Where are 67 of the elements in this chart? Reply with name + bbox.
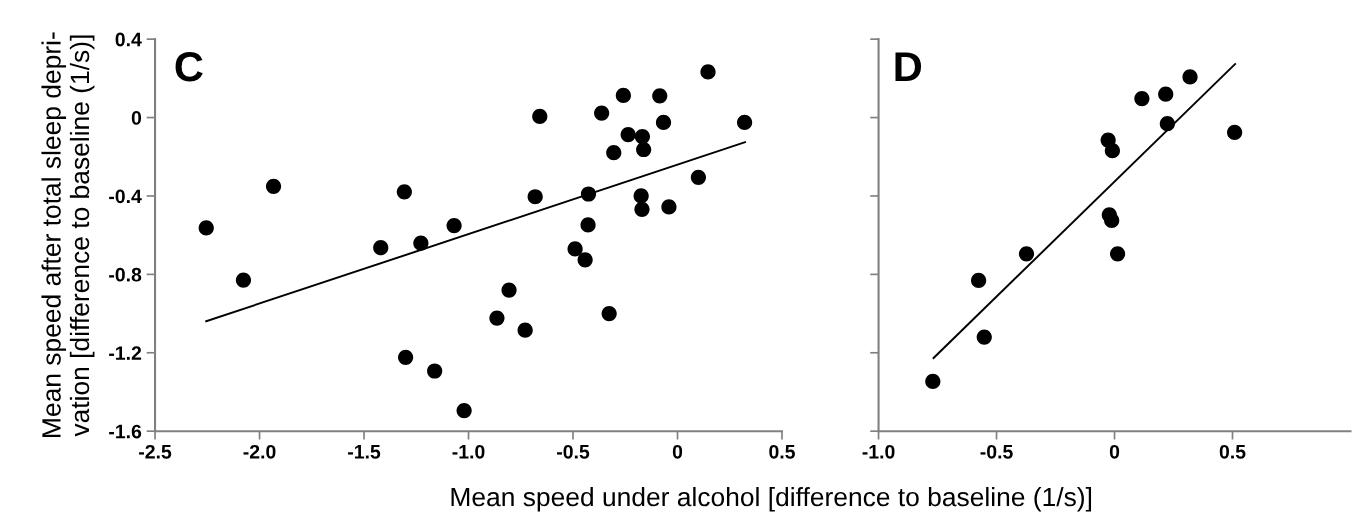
point bbox=[633, 188, 649, 204]
chart-title: C bbox=[175, 52, 203, 82]
point bbox=[606, 145, 622, 161]
y-tick-label: 0 bbox=[131, 111, 142, 125]
point bbox=[601, 305, 617, 322]
point bbox=[398, 349, 414, 365]
x-tick-label: -1.0 bbox=[452, 444, 485, 459]
point bbox=[655, 114, 672, 131]
x-tick-label: 0.5 bbox=[769, 444, 795, 459]
point bbox=[700, 64, 716, 80]
point bbox=[652, 88, 668, 104]
point bbox=[634, 128, 650, 145]
point bbox=[1158, 86, 1174, 102]
point bbox=[736, 114, 753, 131]
point bbox=[976, 329, 992, 345]
x-tick-label: -2.0 bbox=[243, 444, 276, 459]
x-tick-label: 0 bbox=[1109, 444, 1120, 459]
x-axis-title: Mean speed under alcohol [difference to baseline (1/s)] bbox=[451, 486, 1092, 512]
y-tick-label: -0.8 bbox=[109, 267, 142, 282]
point bbox=[527, 189, 543, 205]
point bbox=[265, 178, 282, 194]
x-tick-label: 0.5 bbox=[1219, 444, 1246, 459]
point bbox=[1104, 212, 1120, 229]
y-tick-label: -1.2 bbox=[109, 346, 142, 360]
point bbox=[636, 141, 652, 158]
point bbox=[1159, 116, 1175, 132]
y-axis-title: Mean speed after total sleep depri- vation [difference to baseline (1/s)] bbox=[41, 32, 95, 437]
point bbox=[580, 217, 596, 233]
point bbox=[1182, 69, 1198, 85]
point bbox=[489, 310, 505, 326]
point bbox=[925, 373, 941, 389]
point bbox=[634, 201, 650, 217]
point bbox=[532, 108, 548, 124]
y-tick-label: -1.6 bbox=[109, 424, 142, 439]
x-tick-label: -0.5 bbox=[980, 444, 1013, 459]
point bbox=[427, 363, 443, 379]
point bbox=[971, 272, 987, 289]
point bbox=[456, 402, 472, 419]
x-tick-label: 0 bbox=[672, 444, 683, 459]
point bbox=[1018, 246, 1035, 262]
chart-title: D bbox=[895, 52, 922, 82]
x-tick-label: -1.5 bbox=[348, 445, 381, 459]
point bbox=[690, 169, 707, 185]
point bbox=[413, 235, 429, 251]
x-tick-label: -0.5 bbox=[557, 444, 590, 459]
point bbox=[567, 241, 583, 257]
y-tick-label: -0.4 bbox=[109, 189, 142, 204]
point bbox=[198, 220, 214, 236]
point bbox=[577, 252, 593, 268]
x-tick-label: -2.5 bbox=[139, 444, 172, 459]
point bbox=[615, 87, 631, 104]
point bbox=[517, 322, 533, 338]
point bbox=[501, 282, 517, 298]
point bbox=[661, 199, 677, 215]
point bbox=[1109, 246, 1126, 262]
point bbox=[446, 217, 462, 234]
point bbox=[235, 272, 252, 288]
point bbox=[373, 240, 389, 256]
point bbox=[1227, 124, 1243, 141]
y-tick-label: 0.4 bbox=[115, 32, 142, 47]
x-tick-label: -1.0 bbox=[862, 444, 895, 459]
point bbox=[580, 186, 597, 202]
point bbox=[1134, 90, 1150, 107]
point bbox=[620, 127, 636, 143]
point bbox=[396, 184, 412, 200]
point bbox=[1104, 143, 1120, 159]
point bbox=[594, 105, 610, 121]
